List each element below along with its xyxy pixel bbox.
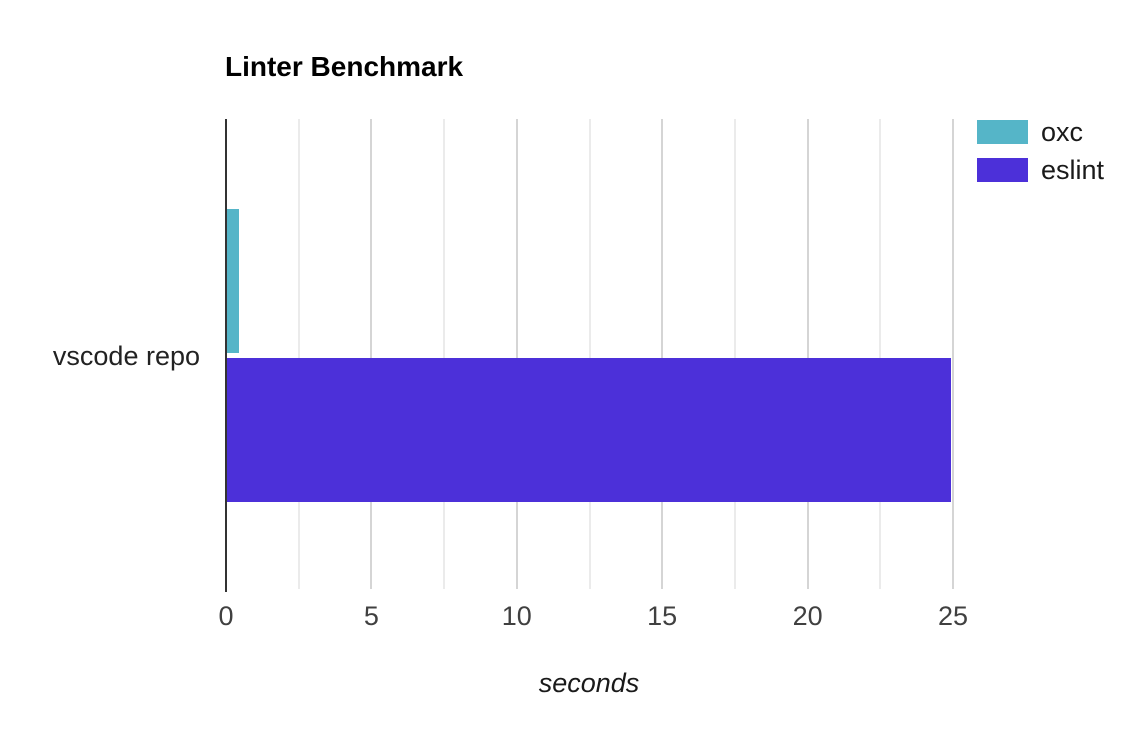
bar-oxc[interactable] xyxy=(227,209,239,353)
plot-area xyxy=(224,119,954,592)
minor-gridline xyxy=(733,119,736,589)
legend-item-oxc[interactable]: oxc xyxy=(977,117,1104,147)
legend-swatch-eslint xyxy=(977,158,1028,182)
x-tick-label: 10 xyxy=(501,601,532,631)
legend: oxc eslint xyxy=(977,117,1104,185)
legend-item-eslint[interactable]: eslint xyxy=(977,155,1104,185)
bar-eslint[interactable] xyxy=(227,358,952,502)
minor-gridline xyxy=(588,119,591,589)
minor-gridline xyxy=(443,119,446,589)
x-tick-label: 5 xyxy=(363,601,379,631)
y-axis-line xyxy=(224,119,227,592)
x-axis-title: seconds xyxy=(538,668,640,698)
legend-label: eslint xyxy=(1041,154,1105,185)
x-tick-label: 20 xyxy=(792,601,823,631)
major-gridline xyxy=(661,119,664,589)
legend-swatch-oxc xyxy=(977,120,1028,144)
category-label: vscode repo xyxy=(52,341,200,371)
major-gridline xyxy=(370,119,373,589)
x-tick-label: 25 xyxy=(937,601,969,631)
minor-gridline xyxy=(879,119,882,589)
minor-gridline xyxy=(297,119,300,589)
major-gridline xyxy=(806,119,809,589)
major-gridline xyxy=(952,119,954,589)
chart-title: Linter Benchmark xyxy=(225,51,464,82)
major-gridline xyxy=(515,119,518,589)
x-tick-label: 15 xyxy=(647,601,678,631)
x-tick-label: 0 xyxy=(218,601,234,631)
legend-label: oxc xyxy=(1041,116,1084,147)
